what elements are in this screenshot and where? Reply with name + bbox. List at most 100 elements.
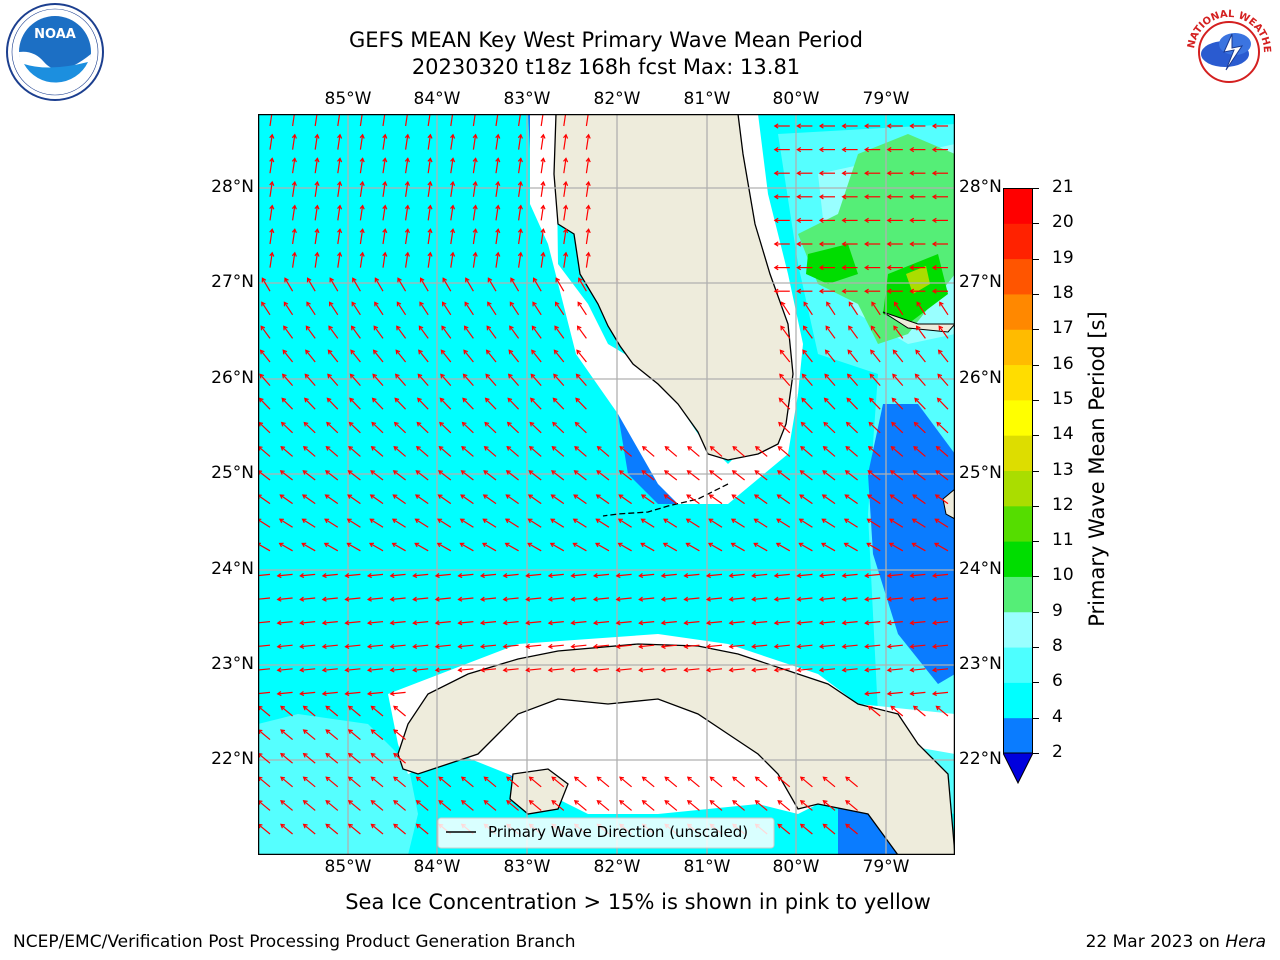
wave-arrow-head xyxy=(440,349,446,355)
wave-arrow xyxy=(417,397,429,410)
wave-arrow xyxy=(292,134,296,150)
wave-arrow-head xyxy=(259,373,265,379)
wave-arrow xyxy=(552,422,565,434)
wave-arrow-head xyxy=(753,494,759,499)
wave-arrow xyxy=(371,446,384,457)
wave-arrow-head xyxy=(845,823,851,829)
wave-arrow xyxy=(780,325,791,339)
wave-arrow-head xyxy=(869,373,875,379)
wave-arrow-head xyxy=(348,445,353,451)
wave-arrow-head xyxy=(841,596,847,602)
wave-arrow-head xyxy=(866,518,872,524)
wave-arrow xyxy=(753,542,768,552)
wave-arrow xyxy=(867,494,881,505)
wave-arrow xyxy=(405,158,409,174)
wave-arrow-head xyxy=(818,241,824,247)
wave-arrow xyxy=(442,301,452,316)
colorbar-segment xyxy=(1003,399,1033,436)
colorbar xyxy=(1002,188,1034,788)
lon-label-top: 84°W xyxy=(413,89,461,109)
wave-arrow xyxy=(732,800,745,811)
wave-arrow-head xyxy=(864,620,870,626)
wave-arrow xyxy=(871,301,881,316)
wave-arrow xyxy=(427,158,431,174)
wave-arrow-head xyxy=(414,494,420,499)
chart-title-line1: GEFS MEAN Key West Primary Wave Mean Per… xyxy=(349,28,863,52)
wave-arrow-head xyxy=(276,691,282,697)
wave-arrow-head xyxy=(314,204,320,210)
wave-arrow-head xyxy=(369,494,375,499)
map-frame xyxy=(257,113,956,856)
wave-arrow-head xyxy=(324,470,330,475)
wave-arrow-head xyxy=(866,494,872,499)
wave-arrow-head xyxy=(799,800,805,805)
wave-arrow-head xyxy=(325,752,331,758)
wave-arrow xyxy=(777,823,791,835)
wave-arrow xyxy=(345,621,361,624)
wave-arrow-head xyxy=(347,494,353,499)
wave-arrow-head xyxy=(325,823,331,829)
wave-arrow xyxy=(348,753,361,764)
wave-arrow-head xyxy=(472,157,478,163)
wave-arrow xyxy=(797,597,813,601)
wave-arrow-head xyxy=(529,397,535,403)
wave-arrow xyxy=(752,573,768,577)
wave-arrow-head xyxy=(845,421,851,427)
wave-arrow xyxy=(800,470,813,481)
wave-arrow xyxy=(255,573,271,577)
wave-arrow-head xyxy=(686,800,692,805)
wave-arrow-head xyxy=(909,620,915,626)
wave-arrow-head xyxy=(349,397,354,403)
wave-arrow-head xyxy=(258,397,264,403)
wave-arrow-head xyxy=(728,643,734,649)
wave-arrow-head xyxy=(931,123,937,129)
lon-label-top: 79°W xyxy=(862,89,910,109)
wave-arrow xyxy=(616,621,632,624)
wave-arrow xyxy=(413,597,429,601)
wave-arrow-head xyxy=(615,573,621,579)
wave-arrow-head xyxy=(417,373,423,379)
wave-arrow xyxy=(450,229,454,245)
wave-arrow xyxy=(526,573,542,577)
wave-arrow xyxy=(369,542,384,552)
colorbar-segment xyxy=(1003,329,1033,366)
wave-arrow-head xyxy=(931,620,937,626)
wave-arrow xyxy=(707,644,723,648)
wave-arrow-head xyxy=(841,573,847,579)
wave-arrow xyxy=(482,542,497,552)
wave-arrow xyxy=(484,446,497,457)
lat-label-left: 22°N xyxy=(211,749,254,769)
wave-arrow-head xyxy=(305,325,311,331)
lat-label-left: 26°N xyxy=(211,368,254,388)
wave-arrow-head xyxy=(371,397,377,403)
wave-arrow-head xyxy=(931,573,937,579)
wave-arrow xyxy=(393,800,406,811)
colorbar-segment xyxy=(1003,647,1033,683)
wave-arrow xyxy=(487,277,497,292)
wave-arrow xyxy=(573,494,587,505)
wave-arrow-head xyxy=(754,470,760,475)
wave-arrow xyxy=(292,205,296,221)
wave-arrow xyxy=(842,573,858,577)
wave-arrow xyxy=(616,644,632,648)
wave-arrow-head xyxy=(415,470,421,475)
wave-arrow-head xyxy=(427,251,433,257)
wave-arrow xyxy=(255,597,271,601)
wave-arrow-head xyxy=(528,470,534,475)
wave-arrow xyxy=(382,252,386,268)
wave-arrow-head xyxy=(314,228,320,234)
wave-arrow xyxy=(916,325,926,339)
wave-arrow xyxy=(915,349,926,363)
wave-arrow-head xyxy=(687,445,692,451)
wave-arrow-head xyxy=(554,325,559,331)
wave-arrow-head xyxy=(780,301,786,307)
wave-arrow xyxy=(441,325,452,339)
wave-arrow-head xyxy=(844,494,850,499)
wave-arrow-head xyxy=(291,180,297,186)
wave-arrow-head xyxy=(822,776,828,782)
wave-arrow-head xyxy=(780,325,785,331)
wave-arrow-head xyxy=(893,301,899,307)
wave-arrow-head xyxy=(821,518,827,524)
wave-arrow xyxy=(686,494,700,505)
wave-arrow-head xyxy=(890,705,896,711)
